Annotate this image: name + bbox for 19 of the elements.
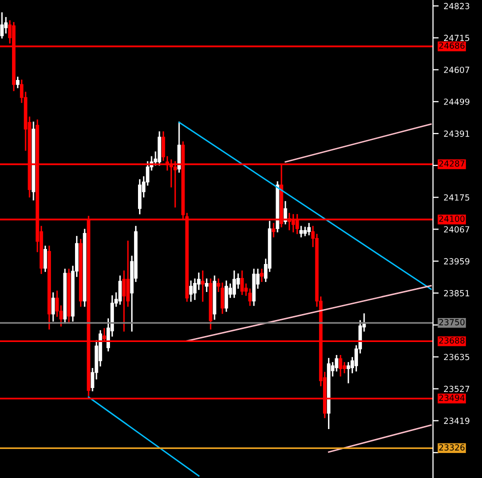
y-tick-label: 24715: [444, 34, 470, 42]
y-tick-label: 24607: [444, 66, 470, 74]
ref-line-label: 23326: [439, 444, 465, 451]
ref-line-label: 24287: [439, 160, 464, 167]
y-tick-label: 24499: [444, 98, 470, 105]
y-tick-label: 24175: [444, 194, 470, 201]
y-tick-label: 23635: [444, 354, 470, 360]
y-tick-label: 24391: [444, 130, 470, 137]
y-tick-label: 23527: [444, 386, 470, 392]
y-tick-label: 24067: [444, 226, 470, 233]
y-tick-label: 24823: [444, 2, 470, 10]
ref-line-label: 23494: [439, 394, 465, 401]
ref-line-label: 24100: [439, 216, 465, 222]
y-tick-label: 23419: [444, 418, 470, 424]
y-tick-label: 23959: [444, 258, 470, 264]
ref-line-label: 23750: [439, 319, 465, 326]
ref-line-label: 23688: [439, 337, 464, 344]
ref-line-label: 24686: [439, 42, 465, 49]
y-tick-label: 23851: [444, 290, 470, 296]
